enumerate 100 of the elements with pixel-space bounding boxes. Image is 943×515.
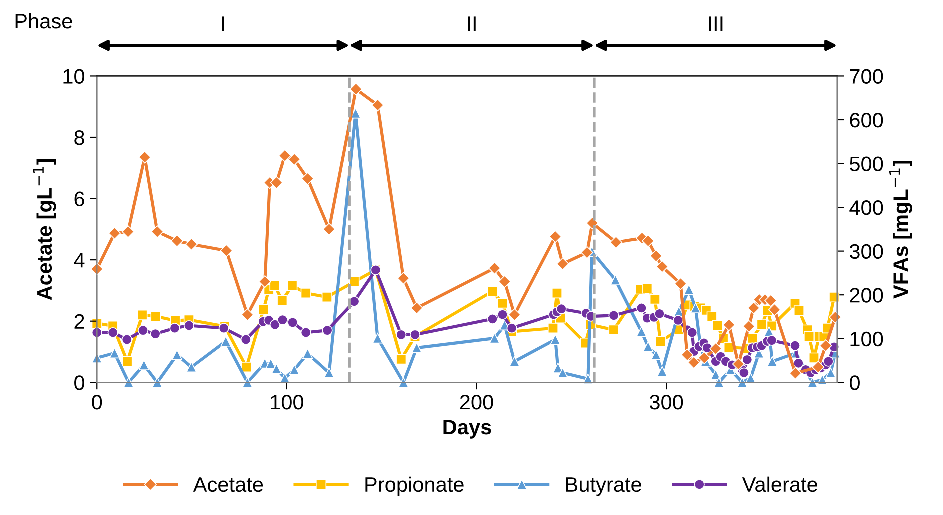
point — [558, 368, 568, 378]
y2-tick-label: 400 — [850, 200, 884, 216]
y2-tick-label: 200 — [850, 288, 884, 303]
y2-tick-label: 100 — [850, 332, 884, 347]
point — [138, 151, 152, 164]
point — [706, 312, 718, 322]
point — [258, 304, 270, 315]
point — [768, 304, 782, 316]
point — [764, 294, 778, 308]
point — [756, 320, 768, 330]
y-tick-label: 6 — [74, 192, 84, 207]
point — [556, 258, 570, 270]
point — [170, 234, 184, 248]
text: III — [709, 16, 723, 32]
point — [643, 341, 654, 352]
point — [150, 311, 162, 322]
point — [220, 244, 233, 258]
x-tick-label: 100 — [271, 395, 304, 410]
point — [302, 348, 314, 360]
point — [172, 350, 183, 360]
point — [651, 350, 662, 360]
point — [258, 276, 272, 288]
point — [124, 377, 134, 388]
point — [714, 377, 724, 388]
point — [582, 374, 594, 384]
text: Phase — [16, 13, 72, 29]
point — [552, 362, 564, 374]
point — [674, 278, 688, 290]
point — [807, 377, 818, 388]
y-tick-label: 10 — [64, 69, 85, 84]
point — [185, 238, 198, 251]
point — [712, 320, 724, 332]
point — [288, 153, 301, 166]
point — [789, 367, 802, 380]
point — [266, 358, 276, 370]
point — [636, 326, 647, 338]
point — [490, 333, 500, 344]
point — [289, 364, 300, 376]
y2-tick-label: 0 — [850, 376, 860, 390]
point — [548, 323, 559, 334]
point — [497, 298, 508, 309]
y-tick-label: 0 — [74, 376, 85, 390]
point — [655, 336, 666, 347]
x-tick-label: 300 — [650, 395, 684, 410]
point — [610, 236, 623, 249]
x-tick-label: 200 — [460, 395, 494, 410]
point — [508, 308, 522, 322]
point — [412, 342, 422, 354]
point — [610, 274, 621, 286]
text: I — [222, 16, 224, 32]
y2-tick-label: 600 — [850, 112, 884, 128]
legend-label: Propionate — [366, 476, 464, 496]
point — [552, 288, 563, 299]
point — [108, 227, 122, 240]
point — [241, 308, 254, 322]
point — [372, 333, 384, 344]
point — [137, 310, 148, 321]
point — [350, 83, 363, 96]
point — [110, 348, 120, 359]
point — [747, 333, 758, 344]
point — [322, 292, 332, 303]
point — [302, 172, 314, 186]
point — [220, 336, 232, 347]
point — [372, 99, 384, 112]
point — [278, 150, 292, 162]
point — [732, 358, 745, 371]
point — [270, 280, 280, 292]
point — [300, 288, 312, 299]
point — [684, 284, 694, 296]
point — [186, 362, 197, 373]
point — [398, 377, 409, 388]
point — [138, 360, 150, 370]
point — [151, 226, 164, 238]
text: II — [468, 16, 476, 32]
x-tick-label: 0 — [92, 395, 102, 410]
point — [396, 354, 407, 365]
point — [271, 364, 282, 374]
point — [826, 368, 836, 378]
legend-label: Acetate — [193, 478, 264, 492]
point — [688, 356, 700, 370]
y-tick-label: 2 — [74, 314, 84, 329]
point — [580, 246, 594, 260]
point — [650, 294, 660, 305]
y2-axis-title: VFAs [mgL$^{−1}$] — [890, 161, 913, 299]
point — [657, 366, 668, 377]
point — [549, 230, 562, 244]
x-axis-title: Days — [444, 420, 492, 439]
point — [498, 276, 512, 288]
point — [349, 276, 360, 288]
legend-label: Butyrate — [566, 478, 642, 496]
point — [820, 340, 832, 352]
point — [804, 331, 815, 342]
y2-tick-label: 700 — [850, 69, 884, 84]
point — [270, 176, 283, 190]
point — [698, 352, 711, 364]
y-tick-label: 8 — [74, 130, 84, 146]
point — [817, 374, 828, 386]
y2-tick-label: 500 — [850, 156, 884, 172]
point — [277, 296, 288, 306]
point — [808, 352, 820, 364]
